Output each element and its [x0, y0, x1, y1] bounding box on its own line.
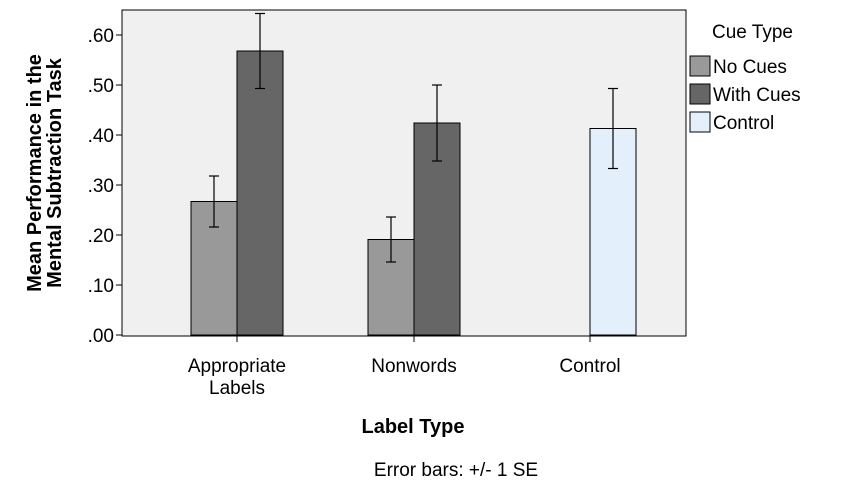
- bar-with-cues: [236, 50, 284, 336]
- x-tick-label: Nonwords: [371, 356, 457, 377]
- legend-swatch: [689, 111, 711, 133]
- legend-label: No Cues: [713, 57, 787, 78]
- y-axis-title: Mean Performance in the Mental Subtracti…: [24, 54, 66, 292]
- x-tick-label: Appropriate: [188, 356, 286, 377]
- y-tick-label: .10: [88, 276, 114, 297]
- y-axis-title-line-1: Mean Performance in the: [24, 54, 46, 292]
- x-axis-title: Label Type: [362, 416, 465, 438]
- y-tick-label: .50: [88, 76, 114, 97]
- y-tick-label: .20: [88, 226, 114, 247]
- y-tick-label: .00: [88, 326, 114, 347]
- y-axis-title-line-2: Mental Subtraction Task: [44, 57, 66, 288]
- x-tick-label: Control: [559, 356, 620, 377]
- legend-label: Control: [713, 113, 774, 134]
- y-tick-label: .60: [88, 26, 114, 47]
- x-tick-label: Labels: [209, 378, 265, 399]
- legend-swatch: [689, 83, 711, 105]
- y-tick-label: .40: [88, 126, 114, 147]
- legend: Cue Type No Cues With Cues Control: [689, 22, 801, 134]
- chart-marks: [190, 12, 637, 336]
- y-axis: .00 .10 .20 .30 .40 .50 .60: [88, 26, 122, 347]
- legend-title: Cue Type: [712, 22, 793, 43]
- legend-label: With Cues: [713, 85, 801, 106]
- legend-swatch: [689, 55, 711, 77]
- y-tick-label: .30: [88, 176, 114, 197]
- error-bar-note: Error bars: +/- 1 SE: [374, 460, 538, 481]
